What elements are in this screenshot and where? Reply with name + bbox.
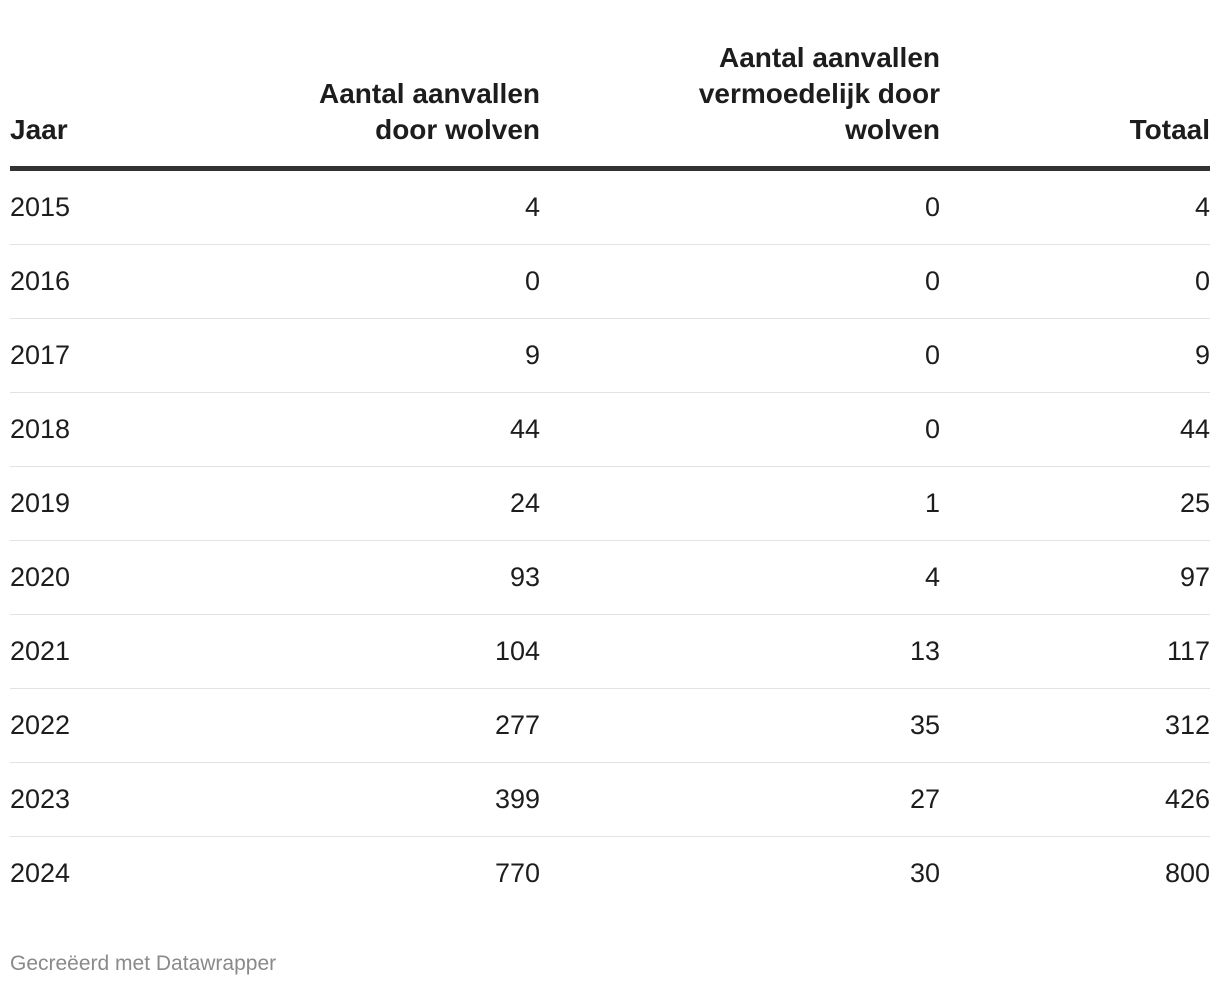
cell-year: 2016: [10, 244, 190, 319]
cell-year: 2024: [10, 858, 71, 888]
cell-attacks-suspected: 0: [540, 244, 940, 319]
cell-total: 800: [1164, 858, 1210, 888]
header-row: Jaar Aantal aanvallen door wolven Aantal…: [10, 40, 1210, 171]
table-row: 2017 9 0 9: [10, 318, 1210, 393]
cell-attacks-suspected: 4: [540, 540, 940, 615]
column-header-line: vermoedelijk door: [698, 78, 940, 109]
cell-year: 2021: [10, 614, 190, 689]
cell-attacks-by-wolves: 770: [494, 858, 540, 888]
cell-attacks-suspected: 0: [540, 392, 940, 467]
cell-attacks-suspected: 0: [540, 168, 940, 245]
table-row: 2018 44 0 44: [10, 392, 1210, 467]
cell-year: 2019: [10, 466, 190, 541]
cell-attacks-suspected: 35: [540, 688, 940, 763]
data-table-wrapper: Jaar Aantal aanvallen door wolven Aantal…: [10, 40, 1210, 910]
column-header-line: Jaar: [10, 114, 68, 145]
column-header-line: Totaal: [1129, 114, 1210, 145]
cell-total: 44: [940, 392, 1210, 467]
cell-total: 9: [940, 318, 1210, 393]
cell-attacks-suspected: 30: [909, 858, 940, 888]
cell-total: 312: [940, 688, 1210, 763]
table-body: 2015 4 0 4 2016 0 0 0 2017 9 0 9 2018 44…: [10, 168, 1210, 911]
cell-year: 2020: [10, 540, 190, 615]
cell-total: 117: [940, 614, 1210, 689]
cell-year: 2023: [10, 762, 190, 837]
column-header-line: Aantal aanvallen: [719, 42, 940, 73]
table-row: 2022 277 35 312: [10, 688, 1210, 763]
table-row: 2020 93 4 97: [10, 540, 1210, 615]
cell-attacks-by-wolves: 4: [190, 168, 540, 245]
cell-attacks-suspected: 27: [540, 762, 940, 837]
cell-attacks-by-wolves: 0: [190, 244, 540, 319]
cell-attacks-by-wolves: 93: [190, 540, 540, 615]
cell-year: 2018: [10, 392, 190, 467]
table-row: 2023 399 27 426: [10, 762, 1210, 837]
cell-attacks-by-wolves: 277: [190, 688, 540, 763]
column-header-total: Totaal: [940, 40, 1210, 171]
cell-total: 25: [940, 466, 1210, 541]
table-row: 2015 4 0 4: [10, 168, 1210, 245]
column-header-line: Aantal aanvallen: [319, 78, 540, 109]
column-header-line: door wolven: [375, 114, 540, 145]
cell-attacks-by-wolves: 24: [190, 466, 540, 541]
table-row: 2016 0 0 0: [10, 244, 1210, 319]
column-header-line: wolven: [845, 114, 940, 145]
data-table: Jaar Aantal aanvallen door wolven Aantal…: [10, 40, 1210, 910]
cell-total: 4: [940, 168, 1210, 245]
cell-year: 2015: [10, 168, 190, 245]
cell-attacks-by-wolves: 399: [190, 762, 540, 837]
table-header: Jaar Aantal aanvallen door wolven Aantal…: [10, 40, 1210, 171]
cell-attacks-by-wolves: 44: [190, 392, 540, 467]
column-header-attacks-suspected-wolves: Aantal aanvallen vermoedelijk door wolve…: [540, 40, 940, 171]
cell-attacks-suspected: 13: [540, 614, 940, 689]
cell-attacks-by-wolves: 9: [190, 318, 540, 393]
cell-attacks-by-wolves: 104: [190, 614, 540, 689]
table-row: 2024 770 30 800: [10, 837, 1210, 911]
table-row: 2021 104 13 117: [10, 614, 1210, 689]
cell-attacks-suspected: 1: [540, 466, 940, 541]
cell-year: 2022: [10, 688, 190, 763]
column-header-attacks-by-wolves: Aantal aanvallen door wolven: [190, 40, 540, 171]
cell-attacks-suspected: 0: [540, 318, 940, 393]
column-header-year: Jaar: [10, 40, 190, 171]
cell-total: 426: [940, 762, 1210, 837]
table-row: 2019 24 1 25: [10, 466, 1210, 541]
cell-total: 0: [940, 244, 1210, 319]
datawrapper-credit[interactable]: Gecreëerd met Datawrapper: [10, 952, 277, 975]
cell-year: 2017: [10, 318, 190, 393]
cell-total: 97: [940, 540, 1210, 615]
